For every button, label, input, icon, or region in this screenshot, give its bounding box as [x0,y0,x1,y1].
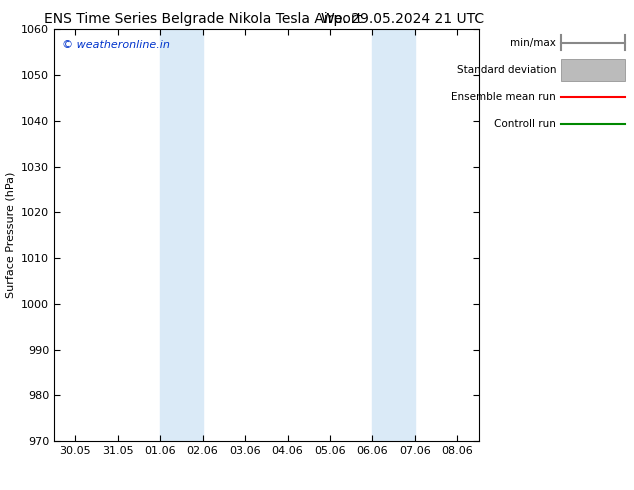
Text: Standard deviation: Standard deviation [456,65,556,75]
Y-axis label: Surface Pressure (hPa): Surface Pressure (hPa) [5,172,15,298]
Text: ENS Time Series Belgrade Nikola Tesla Airport: ENS Time Series Belgrade Nikola Tesla Ai… [44,12,361,26]
Bar [160,29,203,441]
Text: Controll run: Controll run [495,119,556,129]
FancyBboxPatch shape [560,59,624,80]
Text: min/max: min/max [510,38,556,48]
Text: We. 29.05.2024 21 UTC: We. 29.05.2024 21 UTC [321,12,484,26]
Text: Ensemble mean run: Ensemble mean run [451,92,556,102]
Text: © weatheronline.in: © weatheronline.in [62,40,171,49]
Bar [373,29,415,441]
